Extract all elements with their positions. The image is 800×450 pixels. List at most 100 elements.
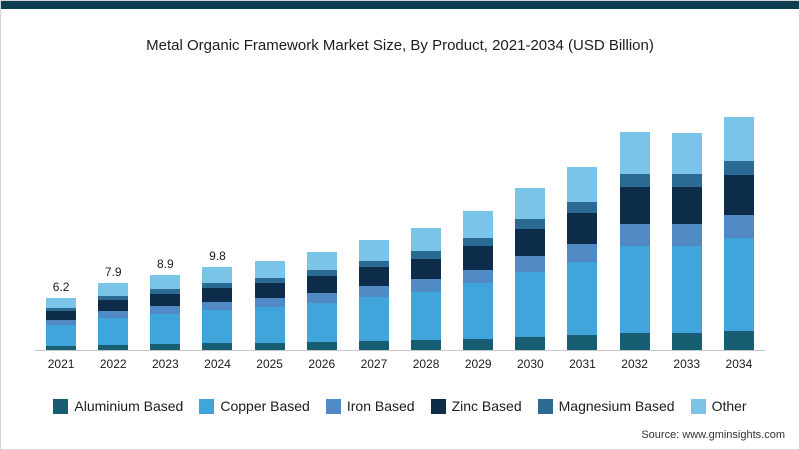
- bar-segment-copper-based: [98, 317, 129, 345]
- legend-label-copper-based: Copper Based: [220, 398, 310, 414]
- x-axis-label-2030: 2030: [516, 357, 544, 371]
- bar-segment-aluminium-based: [306, 342, 337, 350]
- bar-segment-other: [202, 267, 233, 283]
- bar-stack: [671, 133, 702, 350]
- bar-value-label: 7.9: [104, 265, 122, 280]
- source-text: Source: www.gminsights.com: [641, 429, 785, 441]
- bar-segment-aluminium-based: [358, 341, 389, 350]
- legend-item-zinc-based: Zinc Based: [430, 398, 522, 414]
- bar-segment-copper-based: [254, 307, 285, 343]
- bar-stack: [254, 261, 285, 350]
- bar-segment-copper-based: [411, 291, 442, 341]
- chart-legend: Aluminium Based Copper Based Iron Based Zin…: [11, 394, 789, 418]
- bar-column-2031: [556, 96, 608, 350]
- bar-segment-magnesium-based: [150, 289, 181, 294]
- bar-segment-iron-based: [619, 223, 650, 246]
- bar-column-2027: [348, 96, 400, 350]
- bar-segment-aluminium-based: [671, 332, 702, 350]
- bar-segment-copper-based: [671, 245, 702, 333]
- x-axis-labels: 2021 2022 2023 2024 2025 2026 2027 2028 2029 2030…: [35, 357, 765, 373]
- x-axis-label-2024: 2024: [204, 357, 231, 371]
- bar-segment-iron-based: [411, 279, 442, 292]
- bar-stack: [723, 117, 754, 350]
- bar-column-2026: [296, 96, 348, 350]
- bar-segment-zinc-based: [567, 212, 598, 244]
- bar-segment-aluminium-based: [723, 331, 754, 350]
- bar-segment-iron-based: [358, 286, 389, 298]
- bar-segment-magnesium-based: [358, 260, 389, 268]
- bar-segment-zinc-based: [202, 287, 233, 302]
- legend-item-other: Other: [690, 398, 747, 414]
- bar-stack: [306, 251, 337, 350]
- bar-segment-other: [46, 297, 77, 308]
- bar-segment-other: [306, 251, 337, 271]
- bar-column-2028: [400, 96, 452, 350]
- bar-segment-magnesium-based: [723, 161, 754, 176]
- bar-segment-zinc-based: [671, 187, 702, 225]
- bar-segment-zinc-based: [515, 228, 546, 257]
- bar-segment-copper-based: [515, 272, 546, 338]
- bar-segment-zinc-based: [150, 293, 181, 307]
- x-axis-label-2026: 2026: [308, 357, 336, 371]
- bar-segment-magnesium-based: [46, 307, 77, 311]
- bar-segment-zinc-based: [463, 245, 494, 270]
- bar-segment-other: [671, 133, 702, 175]
- legend-swatch-other: [690, 398, 706, 414]
- bar-stack: [515, 188, 546, 350]
- bar-column-2034: [713, 96, 765, 350]
- bar-segment-aluminium-based: [150, 344, 181, 350]
- bar-column-2023: 8.9: [139, 96, 191, 350]
- x-axis-label-2034: 2034: [725, 357, 753, 371]
- bar-stack: [150, 274, 181, 350]
- bar-segment-magnesium-based: [254, 278, 285, 284]
- bar-segment-aluminium-based: [567, 335, 598, 350]
- chart-title: Metal Organic Framework Market Size, By …: [146, 37, 654, 54]
- bar-stack: [46, 297, 77, 350]
- bar-stack: [619, 132, 650, 350]
- x-axis-label-2025: 2025: [256, 357, 283, 371]
- bar-value-label: 6.2: [52, 279, 70, 294]
- bar-segment-copper-based: [202, 310, 233, 344]
- bar-column-2029: [452, 96, 504, 350]
- bar-column-2022: 7.9: [87, 96, 139, 350]
- bar-column-2030: [504, 96, 556, 350]
- bar-segment-magnesium-based: [463, 237, 494, 246]
- bar-segment-iron-based: [254, 298, 285, 308]
- bar-segment-zinc-based: [411, 258, 442, 280]
- bar-segment-copper-based: [46, 324, 77, 346]
- bar-segment-iron-based: [723, 214, 754, 239]
- bar-segment-copper-based: [150, 313, 181, 344]
- bar-segment-other: [98, 283, 129, 296]
- bar-segment-copper-based: [358, 297, 389, 342]
- bar-segment-magnesium-based: [306, 270, 337, 277]
- bar-segment-other: [723, 117, 754, 162]
- bar-segment-iron-based: [671, 224, 702, 246]
- legend-label-aluminium-based: Aluminium Based: [74, 398, 184, 414]
- legend-swatch-copper-based: [199, 398, 215, 414]
- bar-segment-aluminium-based: [411, 340, 442, 350]
- bar-segment-aluminium-based: [619, 332, 650, 350]
- legend-item-iron-based: Iron Based: [325, 398, 415, 414]
- bar-segment-copper-based: [723, 238, 754, 332]
- bar-value-label: 8.9: [157, 256, 174, 271]
- bar-column-2033: [661, 96, 713, 350]
- legend-item-aluminium-based: Aluminium Based: [53, 398, 183, 414]
- bar-segment-zinc-based: [619, 186, 650, 224]
- legend-item-copper-based: Copper Based: [199, 398, 310, 414]
- bar-segment-magnesium-based: [98, 295, 129, 300]
- bar-segment-aluminium-based: [463, 338, 494, 350]
- x-axis-label-2029: 2029: [464, 357, 492, 371]
- legend-swatch-magnesium-based: [537, 398, 553, 414]
- bar-segment-aluminium-based: [254, 342, 285, 350]
- bar-segment-magnesium-based: [619, 173, 650, 187]
- bar-segment-iron-based: [98, 311, 129, 318]
- bar-segment-other: [567, 167, 598, 202]
- bar-column-2032: [609, 96, 661, 350]
- bar-value-label: 9.8: [209, 249, 226, 264]
- x-axis-label-2027: 2027: [360, 357, 388, 371]
- bar-segment-magnesium-based: [671, 174, 702, 188]
- bar-segment-magnesium-based: [567, 201, 598, 213]
- bar-segment-other: [358, 239, 389, 261]
- bar-stack: [567, 167, 598, 350]
- bar-segment-zinc-based: [306, 276, 337, 294]
